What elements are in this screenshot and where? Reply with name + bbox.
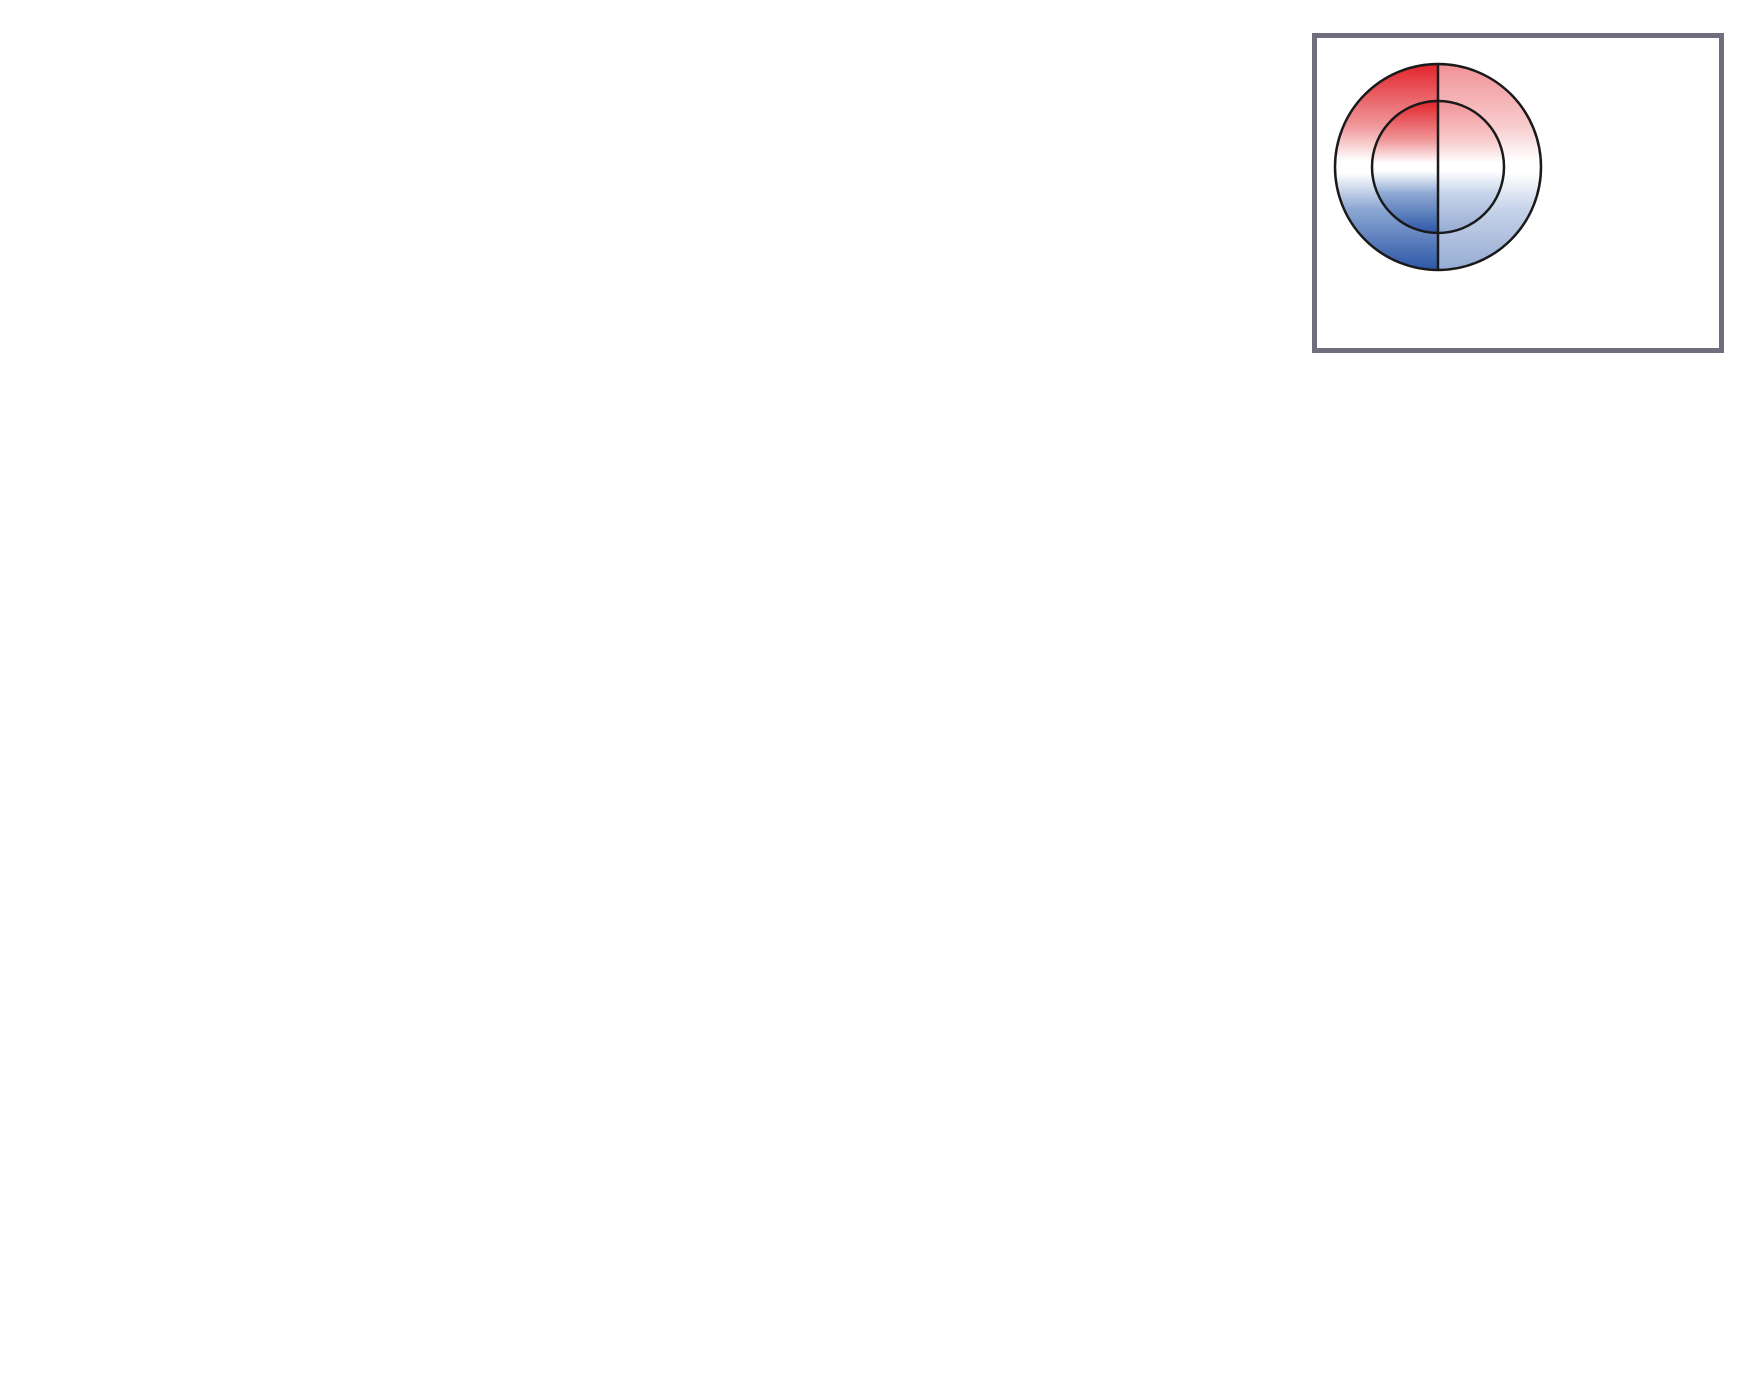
legend-right-half-fade <box>1438 64 1541 270</box>
legend-box <box>1312 33 1724 353</box>
legend-gradient-circle <box>1333 62 1543 272</box>
